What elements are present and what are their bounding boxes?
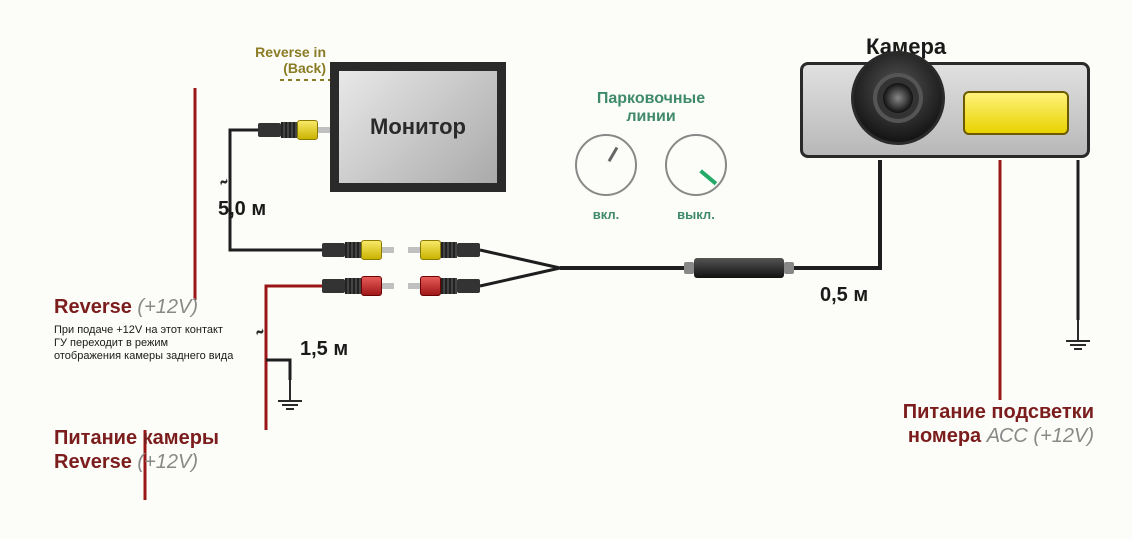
parking-lines-heading: Парковочные линии bbox=[566, 90, 736, 126]
reverse-in-label: Reverse in (Back) bbox=[240, 44, 326, 76]
camera-lens bbox=[883, 83, 913, 113]
license-light-plate bbox=[963, 91, 1069, 135]
length-1-5m: 1,5 м bbox=[300, 338, 348, 361]
dial-on bbox=[575, 134, 637, 196]
camera-lens-housing bbox=[851, 51, 945, 145]
length-0-5m: 0,5 м bbox=[820, 284, 868, 307]
light-power-label: Питание подсветки номера АСС (+12V) bbox=[834, 400, 1094, 448]
dial-on-caption: вкл. bbox=[575, 207, 637, 222]
monitor-block: Монитор bbox=[330, 62, 506, 192]
ground-light bbox=[1066, 320, 1090, 350]
camera-power-label: Питание камеры Reverse (+12V) bbox=[54, 426, 219, 474]
ground-camera-power bbox=[278, 380, 302, 410]
length-5m: 5,0 м bbox=[218, 198, 266, 221]
dial-off bbox=[665, 134, 727, 196]
rca-monitor-in-yellow bbox=[258, 120, 330, 140]
inline-barrel-connector bbox=[694, 258, 784, 278]
rca-splitter-yellow-female bbox=[408, 240, 480, 260]
rca-splitter-yellow-male bbox=[322, 240, 394, 260]
camera-assembly bbox=[800, 62, 1090, 158]
dial-off-caption: выкл. bbox=[665, 207, 727, 222]
reverse-note: При подаче +12V на этот контакт ГУ перех… bbox=[54, 324, 284, 363]
monitor-label: Монитор bbox=[370, 114, 466, 140]
parking-lines-group: Парковочные линии вкл. выкл. bbox=[566, 90, 736, 222]
rca-splitter-red-male bbox=[322, 276, 394, 296]
rca-splitter-red-female bbox=[408, 276, 480, 296]
reverse-12v-label: Reverse (+12V) bbox=[54, 296, 198, 319]
